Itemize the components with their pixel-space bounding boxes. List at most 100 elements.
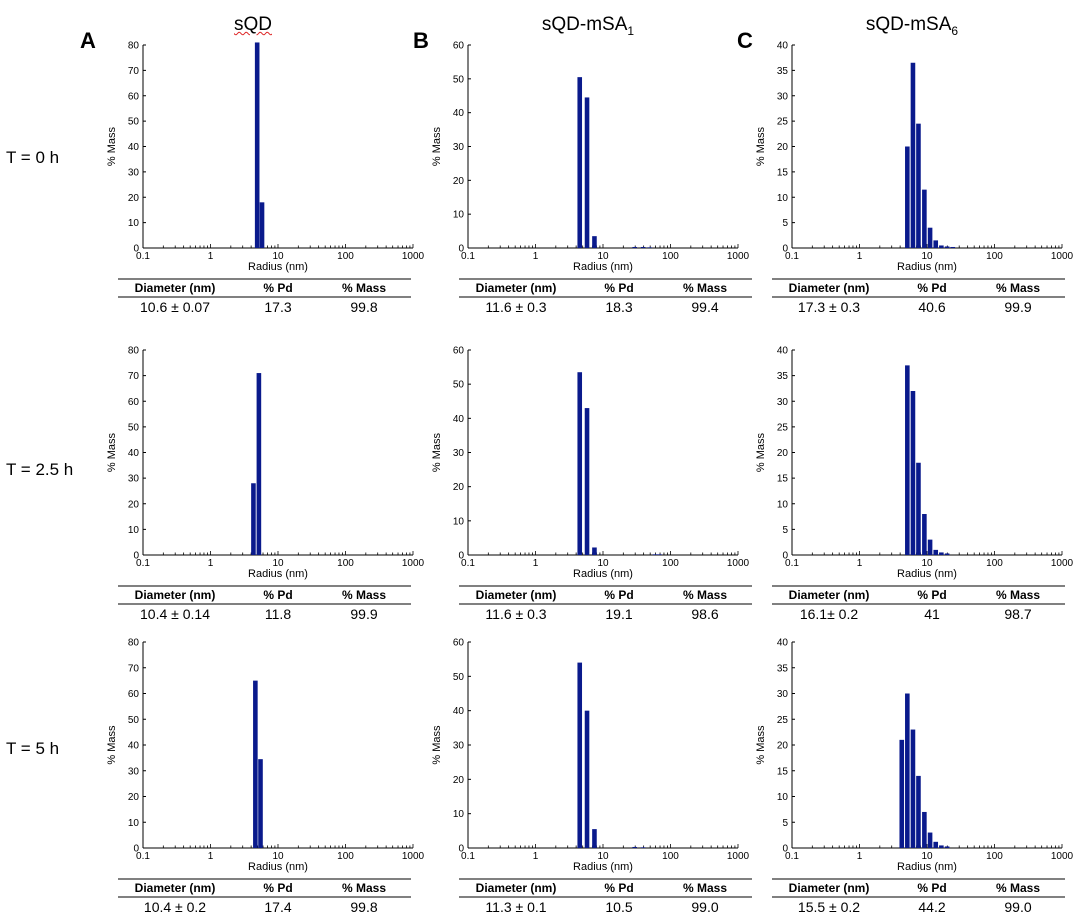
y-tick-label: 25 <box>777 422 789 433</box>
y-tick-label: 80 <box>128 638 140 649</box>
y-tick-label: 0 <box>458 844 464 855</box>
y-tick-label: 40 <box>128 142 140 153</box>
x-tick-label: 10 <box>597 251 609 262</box>
y-tick-label: 15 <box>777 167 789 178</box>
y-tick-label: 35 <box>777 663 789 674</box>
y-tick-label: 40 <box>128 448 140 459</box>
column-title-b-main: sQD-mSA <box>541 14 628 35</box>
y-tick-label: 20 <box>777 448 789 459</box>
column-title-c: sQD-mSA6 <box>812 14 1012 38</box>
y-axis-label: % Mass <box>106 725 118 765</box>
table-value: 11.6 ± 0.3 <box>485 606 546 622</box>
x-tick-label: 0.1 <box>136 251 150 262</box>
y-tick-label: 25 <box>777 117 789 128</box>
y-axis-label: % Mass <box>755 725 767 765</box>
x-tick-label: 100 <box>662 558 679 569</box>
x-tick-label: 100 <box>986 251 1003 262</box>
histogram-bar <box>910 729 916 848</box>
table-value: 99.0 <box>1004 899 1031 915</box>
x-tick-label: 1 <box>208 251 214 262</box>
x-tick-label: 1 <box>857 251 863 262</box>
table-value: 99.4 <box>691 299 718 315</box>
table-value: 19.1 <box>605 606 632 622</box>
x-axis-label: Radius (nm) <box>897 861 957 873</box>
y-tick-label: 30 <box>128 167 140 178</box>
y-tick-label: 40 <box>777 346 789 357</box>
x-tick-label: 10 <box>597 558 609 569</box>
histogram-bar <box>944 553 950 555</box>
table-value: 44.2 <box>918 899 945 915</box>
y-tick-label: 20 <box>128 792 140 803</box>
histogram-bar <box>592 547 597 555</box>
y-axis-label: % Mass <box>106 432 118 472</box>
x-tick-label: 1000 <box>402 251 425 262</box>
panel-letter-c: C <box>737 28 753 53</box>
y-tick-label: 60 <box>128 689 140 700</box>
table-header: % Mass <box>683 588 727 602</box>
y-axis-label: % Mass <box>755 126 767 166</box>
histogram-bar <box>905 146 910 248</box>
histogram-bar <box>939 845 944 848</box>
table-header: % Mass <box>342 588 386 602</box>
histogram-bar <box>950 246 956 248</box>
y-tick-label: 0 <box>782 551 788 562</box>
table-value: 18.3 <box>605 299 632 315</box>
y-axis-label: % Mass <box>755 432 767 472</box>
column-title-c-main: sQD-mSA <box>865 14 952 35</box>
histogram-bar <box>939 552 944 555</box>
histogram-bar <box>922 514 927 555</box>
histogram-bar <box>927 539 933 555</box>
y-tick-label: 60 <box>453 41 465 52</box>
y-tick-label: 60 <box>453 638 465 649</box>
histogram-bar <box>944 246 950 248</box>
y-tick-label: 50 <box>453 74 465 85</box>
histogram-bar <box>905 365 910 555</box>
histogram-bar <box>647 247 652 248</box>
x-tick-label: 1 <box>533 251 539 262</box>
y-tick-label: 20 <box>777 741 789 752</box>
histogram-bar <box>632 846 637 848</box>
table-header: Diameter (nm) <box>135 281 216 295</box>
table-header: % Mass <box>996 588 1040 602</box>
histogram-bar <box>577 372 583 555</box>
x-tick-label: 0.1 <box>461 851 475 862</box>
table-value: 99.8 <box>350 899 377 915</box>
x-tick-label: 100 <box>662 851 679 862</box>
y-tick-label: 10 <box>777 499 789 510</box>
x-tick-label: 10 <box>921 851 933 862</box>
table-header: % Pd <box>917 881 946 895</box>
column-title-a-main: sQD <box>234 14 272 35</box>
histogram-bar <box>584 408 590 555</box>
y-tick-label: 20 <box>453 482 465 493</box>
x-tick-label: 1000 <box>1051 851 1074 862</box>
table-value: 98.7 <box>1004 606 1031 622</box>
x-tick-label: 0.1 <box>136 558 150 569</box>
x-axis-label: Radius (nm) <box>573 261 633 273</box>
y-tick-label: 30 <box>777 397 789 408</box>
table-header: Diameter (nm) <box>135 881 216 895</box>
x-tick-label: 10 <box>272 558 284 569</box>
y-tick-label: 25 <box>777 715 789 726</box>
table-value: 10.4 ± 0.14 <box>140 606 210 622</box>
table-header: % Pd <box>263 281 292 295</box>
y-tick-label: 15 <box>777 474 789 485</box>
y-tick-label: 40 <box>453 414 465 425</box>
y-tick-label: 15 <box>777 766 789 777</box>
x-tick-label: 0.1 <box>785 251 799 262</box>
table-value: 11.6 ± 0.3 <box>485 299 546 315</box>
y-tick-label: 50 <box>128 422 140 433</box>
y-tick-label: 40 <box>777 41 789 52</box>
panel-letter-a: A <box>80 28 96 53</box>
histogram-bar <box>592 829 597 848</box>
y-tick-label: 20 <box>128 499 140 510</box>
table-header: % Mass <box>683 881 727 895</box>
y-tick-label: 0 <box>458 244 464 255</box>
histogram-bar <box>652 554 658 555</box>
y-tick-label: 60 <box>128 91 140 102</box>
table-value: 17.3 <box>264 299 291 315</box>
table-header: % Mass <box>996 881 1040 895</box>
y-tick-label: 10 <box>453 210 465 221</box>
x-tick-label: 10 <box>921 558 933 569</box>
histogram-bar <box>640 847 646 848</box>
